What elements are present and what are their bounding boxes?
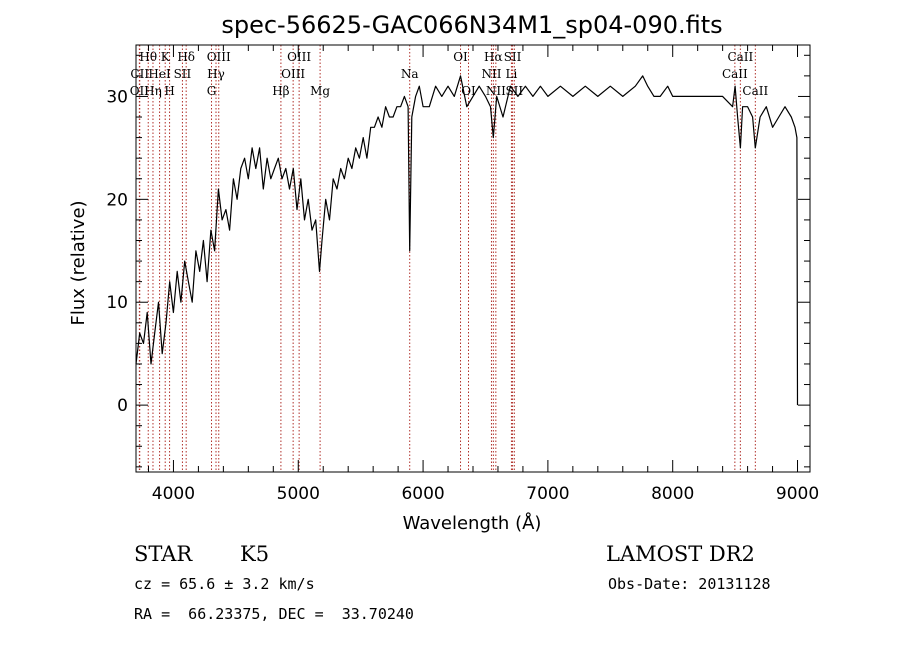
spectral-line-label: CaII <box>742 84 768 98</box>
plot-frame <box>135 44 811 473</box>
spectral-line-markers <box>138 45 756 472</box>
spectral-line-label: CaII <box>727 50 753 64</box>
x-tick-label: 7000 <box>526 484 569 504</box>
y-tick-label: 0 <box>117 396 128 416</box>
y-tick-label: 30 <box>106 87 128 107</box>
axis-ticks: 4000 5000 6000 7000 8000 9000 0 10 20 30 <box>106 45 819 504</box>
spectrum-series <box>135 75 799 406</box>
object-class: STAR <box>134 542 193 566</box>
spectral-line-label: OIII <box>287 50 311 64</box>
y-tick-label: 10 <box>106 293 128 313</box>
spectral-line-label: Hα <box>484 50 503 64</box>
spectral-line-label: NII <box>486 84 506 98</box>
observation-date: Obs-Date: 20131128 <box>608 575 771 593</box>
spectral-line-label: Li <box>506 67 518 81</box>
spectral-line-label: OII <box>130 84 150 98</box>
spectral-line-label: NII <box>481 67 501 81</box>
spectral-line-label: H <box>164 84 174 98</box>
spectral-line-label: G <box>207 84 217 98</box>
spectral-line-label: OIII <box>281 67 305 81</box>
y-tick-label: 20 <box>106 190 128 210</box>
spectral-line-label: Hδ <box>177 50 195 64</box>
chart-title: spec-56625-GAC066N34M1_sp04-090.fits <box>221 11 722 39</box>
x-tick-label: 5000 <box>277 484 320 504</box>
survey-name: LAMOST DR2 <box>606 542 755 566</box>
x-axis-label: Wavelength (Å) <box>403 512 542 534</box>
spectral-line-label: CaII <box>722 67 748 81</box>
x-tick-label: 9000 <box>776 484 819 504</box>
spectral-line-label: OI <box>461 84 476 98</box>
spectral-line-label: Mg <box>310 84 330 98</box>
spectral-line-label: K <box>161 50 171 64</box>
object-subclass: K5 <box>240 542 269 566</box>
redshift-velocity: cz = 65.6 ± 3.2 km/s <box>134 575 315 593</box>
spectral-line-label: Hη <box>144 84 162 98</box>
x-tick-label: 4000 <box>152 484 195 504</box>
y-axis-label: Flux (relative) <box>68 200 89 325</box>
x-tick-label: 6000 <box>401 484 444 504</box>
spectral-line-label: Hγ <box>207 67 225 81</box>
spectral-line-label: Hβ <box>272 84 289 98</box>
x-tick-label: 8000 <box>651 484 694 504</box>
sky-coordinates: RA = 66.23375, DEC = 33.70240 <box>134 605 414 623</box>
spectral-line-label: OIII <box>207 50 231 64</box>
spectral-line-label: CII <box>130 67 149 81</box>
spectral-line-label: SII <box>174 67 192 81</box>
spectral-line-label: OI <box>453 50 468 64</box>
spectrum-line <box>135 75 799 406</box>
spectral-line-label: Hθ <box>139 50 157 64</box>
spectral-line-label: SII <box>505 84 523 98</box>
spectral-line-label: HeI <box>148 67 171 81</box>
spectral-line-label: Na <box>401 67 419 81</box>
spectral-line-label: SII <box>504 50 522 64</box>
